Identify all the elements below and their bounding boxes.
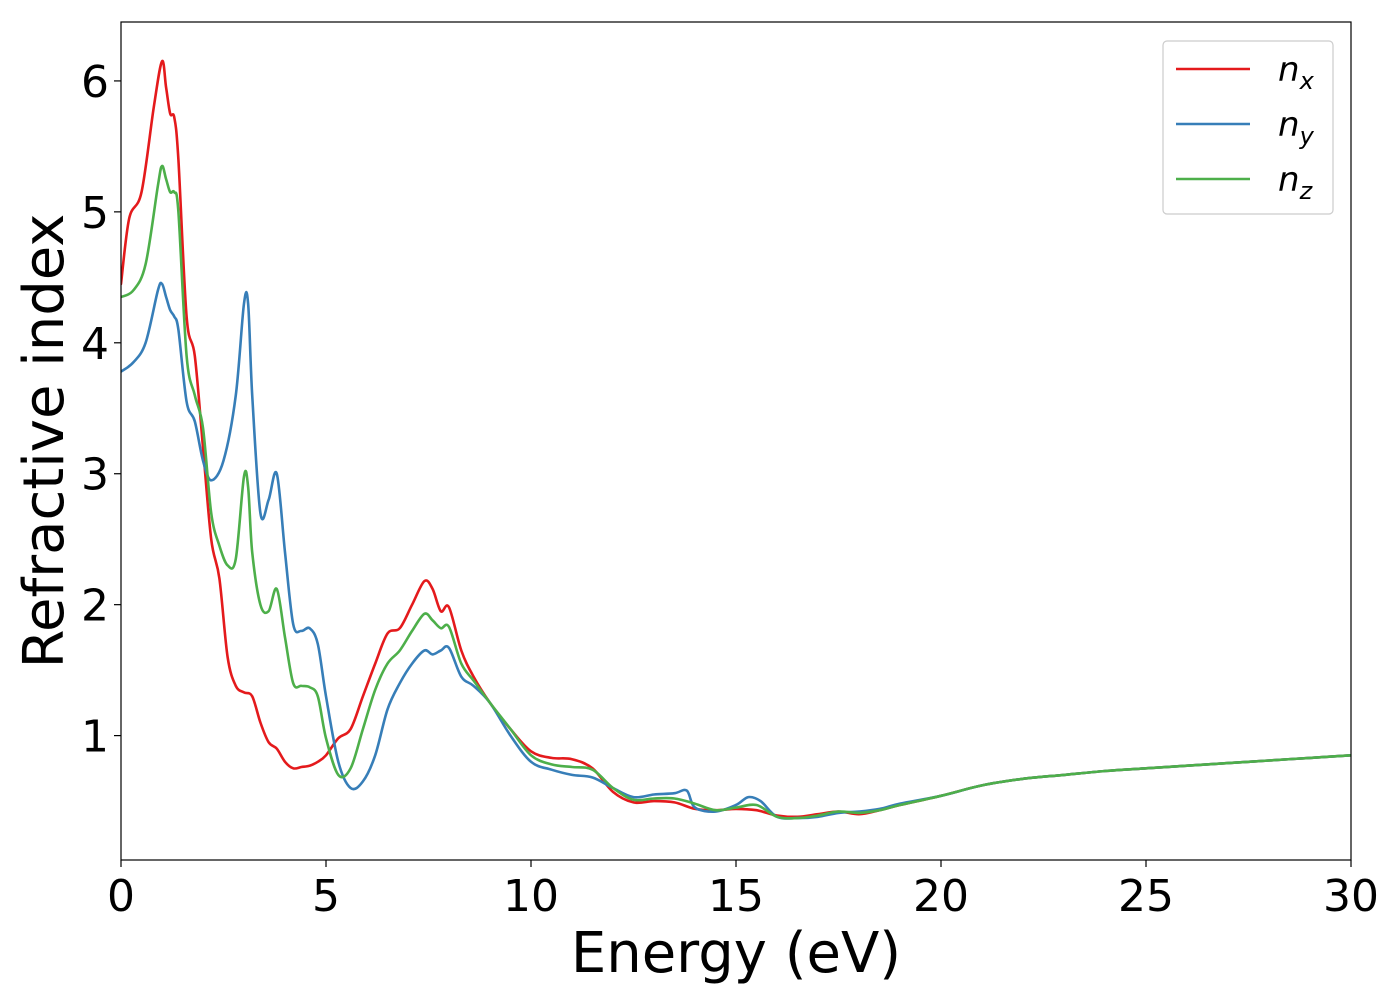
x-tick-label: 0 bbox=[107, 871, 135, 922]
y-tick-label: 4 bbox=[81, 319, 109, 370]
x-tick-label: 10 bbox=[503, 871, 559, 922]
y-tick-label: 2 bbox=[81, 581, 109, 632]
series-layer bbox=[121, 59, 1351, 820]
y-tick-label: 3 bbox=[81, 450, 109, 501]
y-tick-label: 1 bbox=[81, 712, 109, 763]
y-tick-label: 5 bbox=[81, 188, 109, 239]
legend-label-subscript: y bbox=[1299, 122, 1315, 150]
y-axis-ticks: 1 2 3 4 5 6 bbox=[81, 57, 121, 763]
y-tick-label: 6 bbox=[81, 57, 109, 108]
y-axis-title: Refractive index bbox=[12, 214, 77, 669]
x-tick-label: 5 bbox=[312, 871, 340, 922]
x-tick-label: 20 bbox=[913, 871, 969, 922]
x-tick-label: 25 bbox=[1118, 871, 1174, 922]
x-axis-title: Energy (eV) bbox=[571, 921, 901, 986]
series-line-ny bbox=[121, 281, 1351, 820]
x-tick-label: 30 bbox=[1323, 871, 1379, 922]
legend-box bbox=[1162, 40, 1334, 215]
legend-label-subscript: x bbox=[1299, 67, 1315, 95]
series-line-nz bbox=[121, 164, 1351, 820]
x-tick-label: 15 bbox=[708, 871, 764, 922]
x-axis-ticks: 0 5 10 15 20 25 30 bbox=[107, 860, 1379, 922]
legend-label-subscript: z bbox=[1299, 177, 1314, 205]
